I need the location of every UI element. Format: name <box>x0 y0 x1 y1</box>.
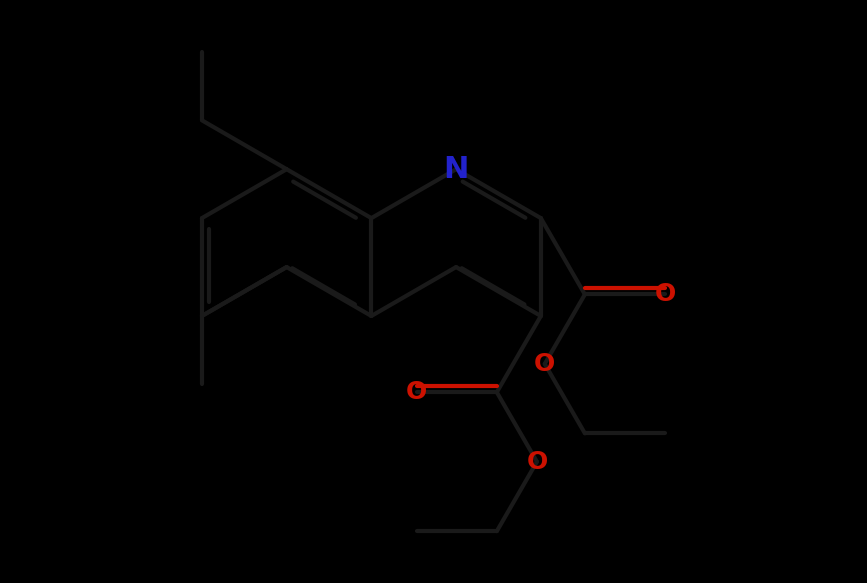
Text: O: O <box>406 380 427 404</box>
Text: N: N <box>443 154 469 184</box>
Text: O: O <box>534 352 556 376</box>
Text: O: O <box>655 282 675 307</box>
Text: O: O <box>526 449 548 474</box>
